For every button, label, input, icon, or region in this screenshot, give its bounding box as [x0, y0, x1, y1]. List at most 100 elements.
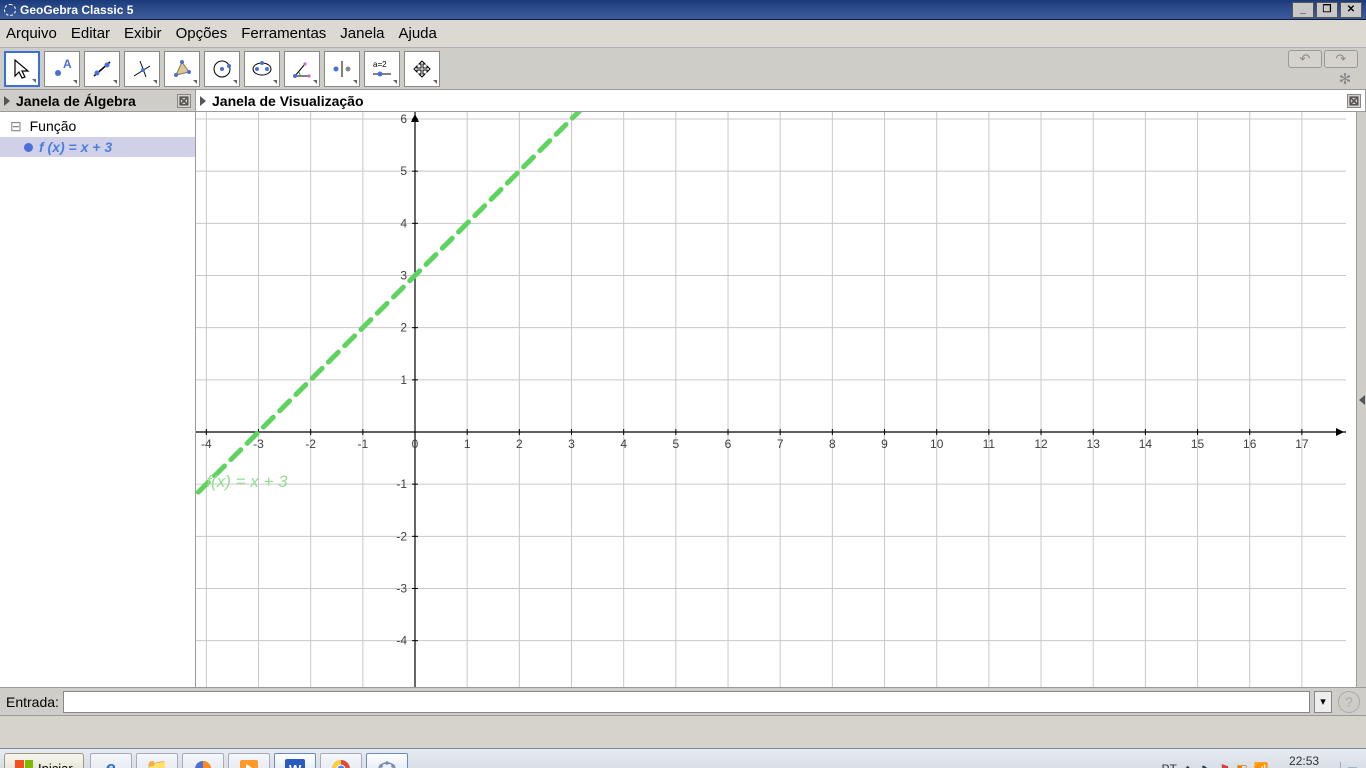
algebra-view[interactable]: ⊟ Função f (x) = x + 3: [0, 112, 196, 687]
svg-text:3: 3: [400, 268, 407, 282]
svg-text:5: 5: [400, 164, 407, 178]
maximize-button[interactable]: ❐: [1316, 2, 1338, 18]
windows-taskbar: Iniciar e 📁 W PT ⏶ 🔈 ⚑ ◧ 📶 22:53 07/11/2…: [0, 748, 1366, 768]
algebra-panel-title: Janela de Álgebra: [16, 93, 136, 109]
svg-text:2: 2: [516, 437, 523, 451]
tool-perpendicular[interactable]: [124, 51, 160, 87]
menu-editar[interactable]: Editar: [71, 25, 110, 42]
tool-move-view[interactable]: [404, 51, 440, 87]
window-title: GeoGebra Classic 5: [20, 3, 133, 17]
menu-janela[interactable]: Janela: [340, 25, 384, 42]
cursor-icon: [11, 58, 33, 80]
command-input[interactable]: [63, 691, 1310, 713]
polygon-icon: [171, 58, 193, 80]
window-frame-gap: [0, 715, 1366, 748]
tool-circle[interactable]: [204, 51, 240, 87]
menu-arquivo[interactable]: Arquivo: [6, 25, 57, 42]
taskbar-media-icon[interactable]: [228, 753, 270, 768]
panel-headers: Janela de Álgebra ⊠ Janela de Visualizaç…: [0, 90, 1366, 112]
clock-time: 22:53: [1274, 755, 1333, 768]
language-indicator[interactable]: PT: [1162, 762, 1177, 768]
undo-button[interactable]: ↶: [1288, 50, 1322, 68]
svg-text:4: 4: [400, 216, 407, 230]
algebra-close-button[interactable]: ⊠: [177, 94, 191, 108]
algebra-item-function[interactable]: f (x) = x + 3: [0, 137, 195, 157]
security-icon[interactable]: ⚑: [1219, 762, 1230, 768]
taskbar-firefox-icon[interactable]: [182, 753, 224, 768]
menu-exibir[interactable]: Exibir: [124, 25, 162, 42]
minimize-button[interactable]: _: [1292, 2, 1314, 18]
svg-text:17: 17: [1295, 437, 1309, 451]
tool-ellipse[interactable]: [244, 51, 280, 87]
tray-up-icon[interactable]: ⏶: [1183, 761, 1193, 768]
algebra-category-label: Função: [30, 118, 77, 134]
circle-icon: [211, 58, 233, 80]
triangle-icon: [200, 96, 206, 106]
svg-text:-4: -4: [396, 634, 407, 648]
reflect-icon: [331, 58, 353, 80]
svg-text:12: 12: [1034, 437, 1048, 451]
svg-text:3: 3: [568, 437, 575, 451]
input-help-button[interactable]: ?: [1338, 691, 1360, 713]
show-desktop-button[interactable]: ▭: [1340, 762, 1358, 768]
input-dropdown-button[interactable]: ▾: [1314, 691, 1332, 713]
input-bar: Entrada: ▾ ?: [0, 687, 1366, 715]
menu-opcoes[interactable]: Opções: [176, 25, 228, 42]
ellipse-icon: [251, 58, 273, 80]
algebra-item-expression: f (x) = x + 3: [39, 139, 112, 155]
point-icon: A: [51, 58, 73, 80]
graphics-close-button[interactable]: ⊠: [1347, 94, 1361, 108]
start-button[interactable]: Iniciar: [4, 753, 84, 768]
algebra-category[interactable]: ⊟ Função: [0, 116, 195, 137]
svg-text:-1: -1: [357, 437, 368, 451]
svg-text:1: 1: [464, 437, 471, 451]
taskbar-chrome-icon[interactable]: [320, 753, 362, 768]
settings-gear-icon[interactable]: ✻: [1336, 70, 1354, 88]
tool-slider[interactable]: a=2: [364, 51, 400, 87]
perpendicular-icon: [131, 58, 153, 80]
visibility-bullet-icon[interactable]: [24, 143, 33, 152]
graphics-canvas[interactable]: -4-3-2-10123456789101112131415161718-4-3…: [196, 112, 1346, 687]
window-titlebar: GeoGebra Classic 5 _ ❐ ✕: [0, 0, 1366, 20]
svg-text:14: 14: [1139, 437, 1153, 451]
svg-text:6: 6: [725, 437, 732, 451]
tool-move[interactable]: [4, 51, 40, 87]
start-label: Iniciar: [38, 761, 73, 768]
tool-line[interactable]: [84, 51, 120, 87]
svg-text:0: 0: [412, 437, 419, 451]
slider-icon: a=2: [370, 58, 394, 80]
tool-point[interactable]: A: [44, 51, 80, 87]
menu-ajuda[interactable]: Ajuda: [399, 25, 437, 42]
svg-text:5: 5: [673, 437, 680, 451]
volume-icon[interactable]: 🔈: [1198, 762, 1213, 768]
menu-bar: Arquivo Editar Exibir Opções Ferramentas…: [0, 20, 1366, 48]
right-panel-toggle[interactable]: [1356, 112, 1366, 687]
system-tray[interactable]: PT ⏶ 🔈 ⚑ ◧ 📶 22:53 07/11/2020 ▭: [1154, 755, 1366, 768]
redo-button[interactable]: ↷: [1324, 50, 1358, 68]
windows-logo-icon: [15, 760, 33, 768]
close-button[interactable]: ✕: [1340, 2, 1362, 18]
taskbar-word-icon[interactable]: W: [274, 753, 316, 768]
clock[interactable]: 22:53 07/11/2020: [1274, 755, 1333, 768]
taskbar-geogebra-icon[interactable]: [366, 753, 408, 768]
svg-text:-4: -4: [201, 437, 212, 451]
tool-reflect[interactable]: [324, 51, 360, 87]
svg-text:W: W: [289, 762, 302, 768]
svg-text:4: 4: [620, 437, 627, 451]
menu-ferramentas[interactable]: Ferramentas: [241, 25, 326, 42]
tree-toggle-icon[interactable]: ⊟: [10, 118, 22, 134]
svg-text:11: 11: [983, 437, 996, 451]
network-icon[interactable]: 📶: [1254, 762, 1269, 768]
line-icon: [91, 58, 113, 80]
tool-angle[interactable]: [284, 51, 320, 87]
taskbar-ie-icon[interactable]: e: [90, 753, 132, 768]
graphics-panel-header[interactable]: Janela de Visualização ⊠: [196, 90, 1366, 112]
svg-text:9: 9: [881, 437, 888, 451]
algebra-panel-header[interactable]: Janela de Álgebra ⊠: [0, 90, 196, 112]
graphics-view[interactable]: -4-3-2-10123456789101112131415161718-4-3…: [196, 112, 1356, 687]
tool-polygon[interactable]: [164, 51, 200, 87]
taskbar-explorer-icon[interactable]: 📁: [136, 753, 178, 768]
svg-text:-2: -2: [396, 529, 407, 543]
svg-text:1: 1: [400, 373, 407, 387]
updates-icon[interactable]: ◧: [1236, 762, 1247, 768]
